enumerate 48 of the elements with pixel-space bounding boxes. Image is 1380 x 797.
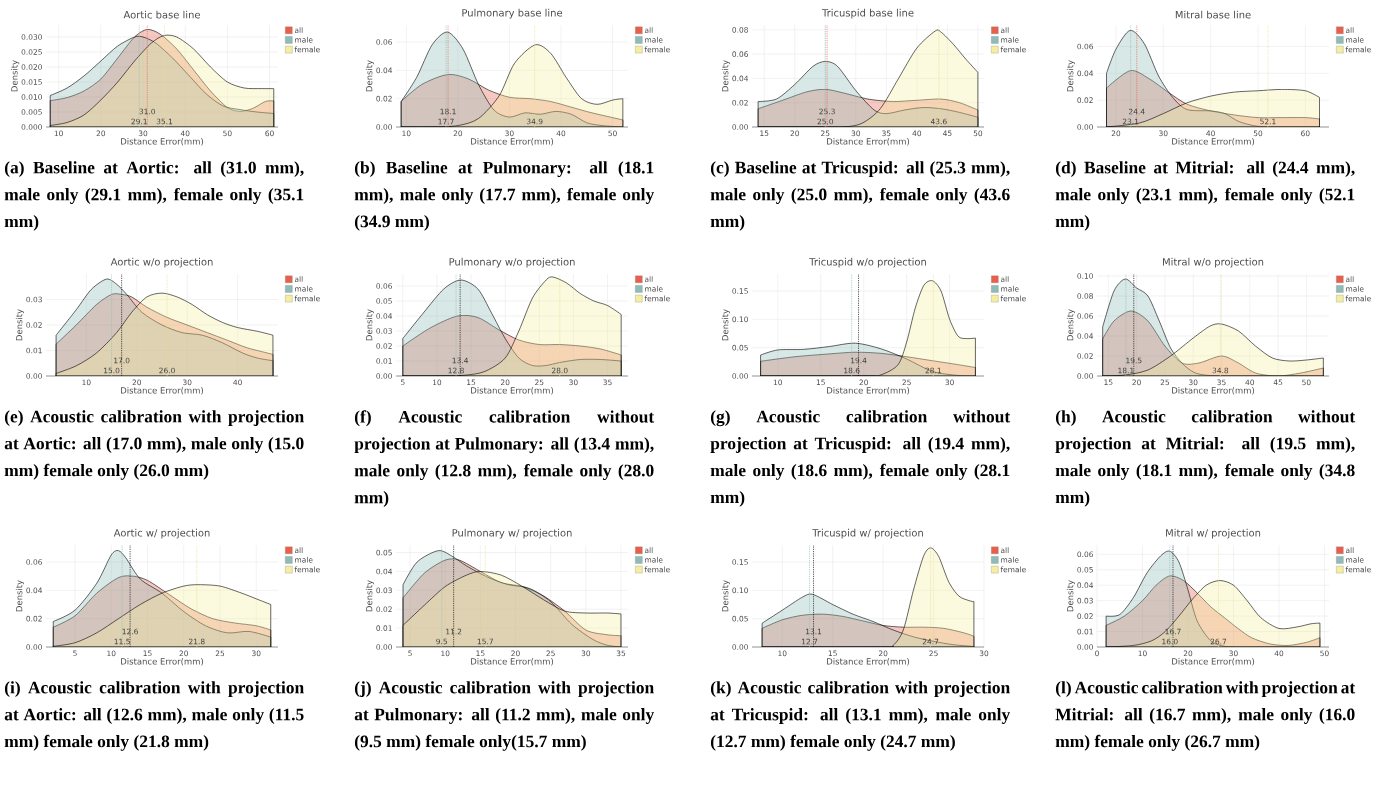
chart-title: Aortic w/o projection (110, 257, 213, 268)
text: (i) Acoustic calibration with projection at Aortic: all (12.6 mm), male only (11.5 mm) female only (21.8 mm) (4, 681, 304, 751)
chart-title: Pulmonary w/ projection (452, 528, 572, 539)
text: (d) Baseline at Mitrial: all (24.4 mm), male only (23.1 mm), female only (52.1 mm) (1055, 161, 1355, 231)
x-axis-title: Distance Error(mm) (827, 387, 910, 395)
y-axis-title: Density (1066, 309, 1076, 341)
text: (e) Acoustic calibration with projection at Aortic: all (17.0 mm), male only (15.0 mm) female only (26.0 mm) (4, 410, 304, 480)
chart-title: Mitral base line (1175, 10, 1251, 19)
x-axis-title: Distance Error(mm) (827, 658, 910, 666)
x-axis-title: Distance Error(mm) (471, 658, 554, 666)
text: (l) Acoustic calibration with projection at Mitrial: all (16.7 mm), male only (16.0 mm) female only (26.7 mm) (1055, 681, 1356, 751)
y-axis-title: Density (721, 60, 731, 92)
x-axis-title: Distance Error(mm) (121, 387, 204, 395)
chart-title: Mitral w/o projection (1163, 257, 1264, 268)
text: (b) Baseline at Pulmonary: all (18.1 mm), male only (17.7 mm), female only (34.9 mm) (354, 161, 655, 231)
y-axis-title: Density (1066, 60, 1076, 92)
y-axis-title: Density (721, 309, 731, 341)
chart-title: Aortic base line (123, 10, 201, 19)
text: (j) Acoustic calibration with projection at Pulmonary: all (11.2 mm), male only (9.5 mm) female only(15.7 mm) (354, 681, 655, 751)
text: (h) Acoustic calibration without projection at Mitrial: all (19.5 mm), male only (18.1 mm), female only (34.8 mm) (1055, 410, 1356, 507)
chart-title: Tricuspid w/o projection (809, 257, 926, 268)
chart-title: Pulmonary base line (462, 8, 563, 19)
chart-title: Aortic w/ projection (113, 528, 210, 539)
text: (g) Acoustic calibration without projection at Tricuspid: all (19.4 mm), male only (18.6 mm), female only (28.1 mm) (710, 410, 1011, 507)
y-axis-title: Density (15, 580, 25, 612)
x-axis-title: Distance Error(mm) (1172, 138, 1255, 146)
chart-title: Pulmonary w/o projection (449, 257, 575, 268)
y-axis-title: Density (721, 580, 731, 612)
chart-title: Tricuspid w/ projection (812, 528, 923, 539)
text: (k) Acoustic calibration with projection at Tricuspid: all (13.1 mm), male only (12.7 mm) female only (24.7 mm) (710, 681, 1011, 751)
y-axis-title: Density (1066, 580, 1076, 612)
y-axis-title: Density (365, 580, 375, 612)
x-axis-title: Distance Error(mm) (827, 138, 910, 146)
y-axis-title: Density (11, 60, 20, 92)
x-axis-title: Distance Error(mm) (121, 138, 204, 146)
x-axis-title: Distance Error(mm) (1172, 658, 1255, 666)
chart-title: Tricuspid base line (822, 8, 914, 19)
x-axis-title: Distance Error(mm) (121, 658, 204, 666)
x-axis-title: Distance Error(mm) (1172, 387, 1255, 395)
text: (f) Acoustic calibration without projection at Pulmonary: all (13.4 mm), male only (12.8 mm), female only (28.0 mm) (354, 410, 655, 507)
chart-title: Mitral w/ projection (1166, 528, 1261, 539)
text: (c) Baseline at Tricuspid: all (25.3 mm), male only (25.0 mm), female only (43.6 mm) (710, 161, 1010, 231)
y-axis-title: Density (15, 309, 25, 341)
x-axis-title: Distance Error(mm) (471, 138, 554, 146)
y-axis-title: Density (365, 309, 375, 341)
y-axis-title: Density (365, 60, 375, 92)
x-axis-title: Distance Error(mm) (471, 387, 554, 395)
text: (a) Baseline at Aortic: all (31.0 mm), male only (29.1 mm), female only (35.1 mm) (4, 161, 304, 231)
